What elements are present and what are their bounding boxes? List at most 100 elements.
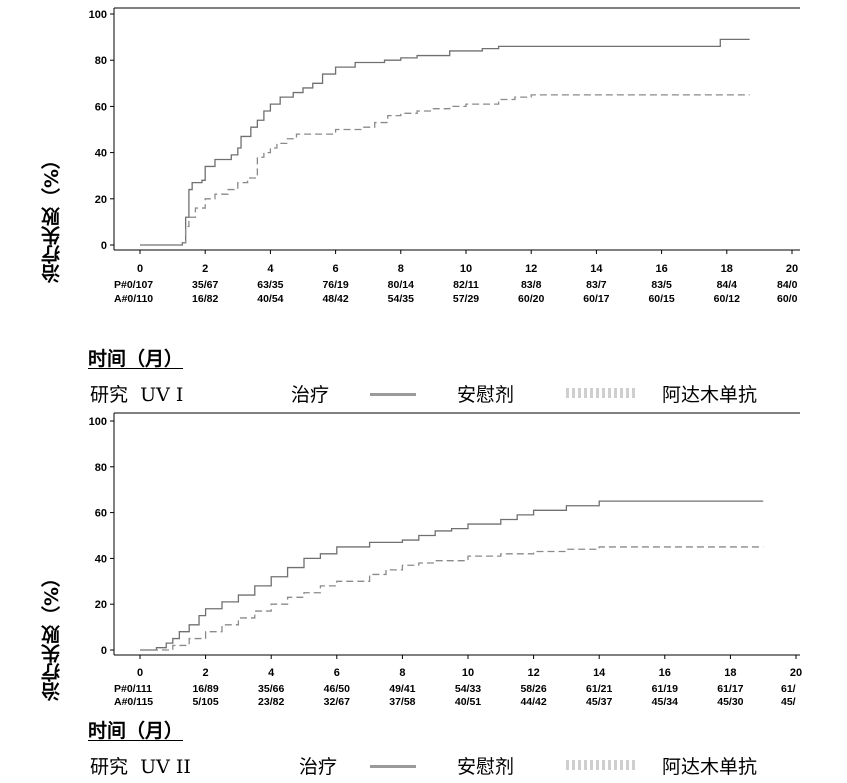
x-tick-label: 20 (786, 263, 798, 275)
x-tick-label: 16 (659, 667, 671, 679)
y-tick-label: 100 (89, 9, 107, 21)
risk-table-cell: 35/66 (258, 683, 284, 695)
x-tick-label: 10 (462, 667, 474, 679)
x-tick-label: 12 (525, 263, 537, 275)
risk-table-cell: 60/12 (714, 293, 740, 305)
risk-table-cell: 60/17 (583, 293, 609, 305)
risk-table-row-label: A#0/115 (114, 696, 153, 708)
risk-table-cell: 82/11 (453, 279, 479, 291)
risk-table-cell: 35/67 (192, 279, 218, 291)
legend-dotted-swatch (566, 388, 636, 398)
risk-table-cell: 60/15 (648, 293, 674, 305)
legend-solid-swatch (370, 765, 416, 768)
x-tick-label: 10 (460, 263, 472, 275)
y-tick-label: 40 (95, 553, 107, 565)
risk-table-cell: 61/17 (717, 683, 743, 695)
risk-table-cell: 45/30 (717, 696, 743, 708)
risk-table-cell: 83/7 (586, 279, 607, 291)
risk-table-row-label: P#0/107 (114, 279, 153, 291)
x-tick-label: 2 (202, 263, 208, 275)
y-tick-label: 60 (95, 508, 107, 520)
risk-table-cell: 5/105 (192, 696, 218, 708)
x-tick-label: 0 (137, 667, 143, 679)
x-tick-label: 20 (790, 667, 802, 679)
legend-uv2: 研究 UV II 治疗 安慰剂 阿达木单抗 (0, 752, 847, 782)
risk-table-cell: 16/89 (192, 683, 218, 695)
risk-table-cell: 60/20 (518, 293, 544, 305)
risk-table-cell: 40/51 (455, 696, 481, 708)
x-tick-label: 6 (333, 263, 339, 275)
series-placebo-line (140, 500, 764, 651)
risk-table-cell: 37/58 (389, 696, 415, 708)
risk-table-cell: 44/42 (520, 696, 546, 708)
legend-placebo-label: 安慰剂 (457, 756, 515, 778)
legend-treatment-label: 治疗 (299, 756, 338, 778)
y-tick-label: 100 (89, 416, 107, 428)
y-tick-label: 0 (101, 240, 107, 252)
y-tick-label: 80 (95, 462, 107, 474)
x-tick-label: 16 (655, 263, 667, 275)
series-placebo-line (140, 38, 750, 246)
legend-dotted-swatch (566, 760, 636, 770)
legend-study-label: 研究 UV I (90, 384, 184, 406)
risk-table-cell: 61/19 (652, 683, 678, 695)
x-tick-label: 6 (334, 667, 340, 679)
legend-uv1: 研究 UV I 治疗 安慰剂 阿达木单抗 (0, 380, 847, 410)
legend-solid-swatch (370, 393, 416, 396)
risk-table-cell: 80/14 (388, 279, 414, 291)
risk-table-cell: 83/8 (521, 279, 542, 291)
series-adalimumab-line (140, 94, 750, 246)
risk-table-cell: 45/ (781, 696, 796, 708)
y-tick-label: 80 (95, 55, 107, 67)
x-tick-label: 2 (203, 667, 209, 679)
x-tick-label: 18 (721, 263, 733, 275)
x-axis-label-uv2: 时间（月） (88, 720, 184, 742)
risk-table-cell: 57/29 (453, 293, 479, 305)
legend-treatment-label: 治疗 (291, 384, 330, 406)
y-tick-label: 0 (101, 645, 107, 657)
x-tick-label: 18 (724, 667, 736, 679)
risk-table-cell: 54/35 (388, 293, 414, 305)
risk-table-cell: 61/21 (586, 683, 612, 695)
y-axis-label-uv2: 治疗失败（%） (41, 568, 63, 702)
y-tick-label: 40 (95, 148, 107, 160)
km-chart-uv2: 0 20 40 60 80 100 0 2 4 6 8 10 12 14 16 18 20 P#0/111 16/8… (89, 412, 802, 708)
chart-panel-uv2: 0 20 40 60 80 100 0 2 4 6 8 10 12 14 16 18 20 P#0/111 16/8… (0, 405, 847, 715)
x-tick-label: 0 (137, 263, 143, 275)
risk-table-cell: 32/67 (324, 696, 350, 708)
risk-table-cell: 45/34 (652, 696, 678, 708)
risk-table-row-label: P#0/111 (114, 683, 152, 695)
risk-table-cell: 84/0 (777, 279, 798, 291)
risk-table-cell: 46/50 (324, 683, 350, 695)
risk-table-cell: 49/41 (389, 683, 415, 695)
risk-table-row-label: A#0/110 (114, 293, 153, 305)
y-tick-label: 20 (95, 194, 107, 206)
legend-placebo-label: 安慰剂 (457, 384, 515, 406)
risk-table-cell: 76/19 (322, 279, 348, 291)
risk-table-cell: 58/26 (520, 683, 546, 695)
risk-table-cell: 63/35 (257, 279, 283, 291)
risk-table-cell: 83/5 (651, 279, 672, 291)
x-tick-label: 4 (268, 667, 275, 679)
risk-table-cell: 84/4 (717, 279, 738, 291)
km-chart-uv1: 0 20 40 60 80 100 0 2 4 6 8 10 12 14 16 18 20 P#0/107 35/6… (89, 7, 800, 305)
legend-study-label: 研究 UV II (90, 756, 191, 778)
risk-table-cell: 61/ (781, 683, 796, 695)
risk-table-cell: 16/82 (192, 293, 218, 305)
risk-table-cell: 48/42 (322, 293, 348, 305)
legend-adalimumab-label: 阿达木单抗 (662, 384, 758, 406)
x-axis-label-uv1: 时间（月） (88, 348, 184, 370)
y-tick-label: 20 (95, 599, 107, 611)
chart-panel-uv1: 0 20 40 60 80 100 0 2 4 6 8 10 12 14 16 18 20 P#0/107 35/6… (0, 0, 847, 312)
x-tick-label: 12 (527, 667, 539, 679)
x-tick-label: 8 (398, 263, 404, 275)
series-adalimumab-line (140, 546, 764, 651)
x-tick-label: 14 (593, 667, 606, 679)
x-tick-label: 8 (399, 667, 405, 679)
y-tick-label: 60 (95, 101, 107, 113)
x-tick-label: 4 (267, 263, 274, 275)
risk-table-cell: 45/37 (586, 696, 612, 708)
x-tick-label: 14 (590, 263, 603, 275)
y-axis-label-uv1: 治疗失败（%） (41, 150, 63, 284)
risk-table-cell: 40/54 (257, 293, 283, 305)
